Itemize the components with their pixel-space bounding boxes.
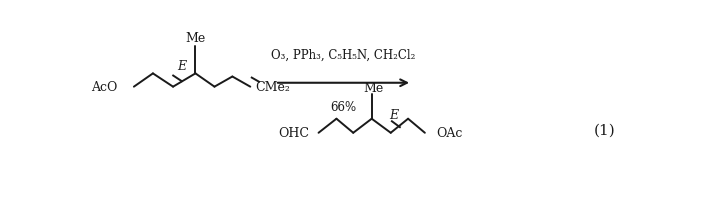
Text: E: E — [390, 109, 399, 122]
Text: Me: Me — [186, 32, 206, 45]
Text: CMe₂: CMe₂ — [255, 81, 290, 94]
Text: OAc: OAc — [436, 127, 462, 140]
Text: (1): (1) — [594, 123, 616, 137]
Text: Me: Me — [363, 82, 383, 95]
Text: AcO: AcO — [91, 81, 117, 94]
Text: OHC: OHC — [279, 127, 310, 140]
Text: O₃, PPh₃, C₅H₅N, CH₂Cl₂: O₃, PPh₃, C₅H₅N, CH₂Cl₂ — [271, 49, 415, 62]
Text: 66%: 66% — [330, 100, 356, 113]
Text: E: E — [177, 60, 186, 73]
